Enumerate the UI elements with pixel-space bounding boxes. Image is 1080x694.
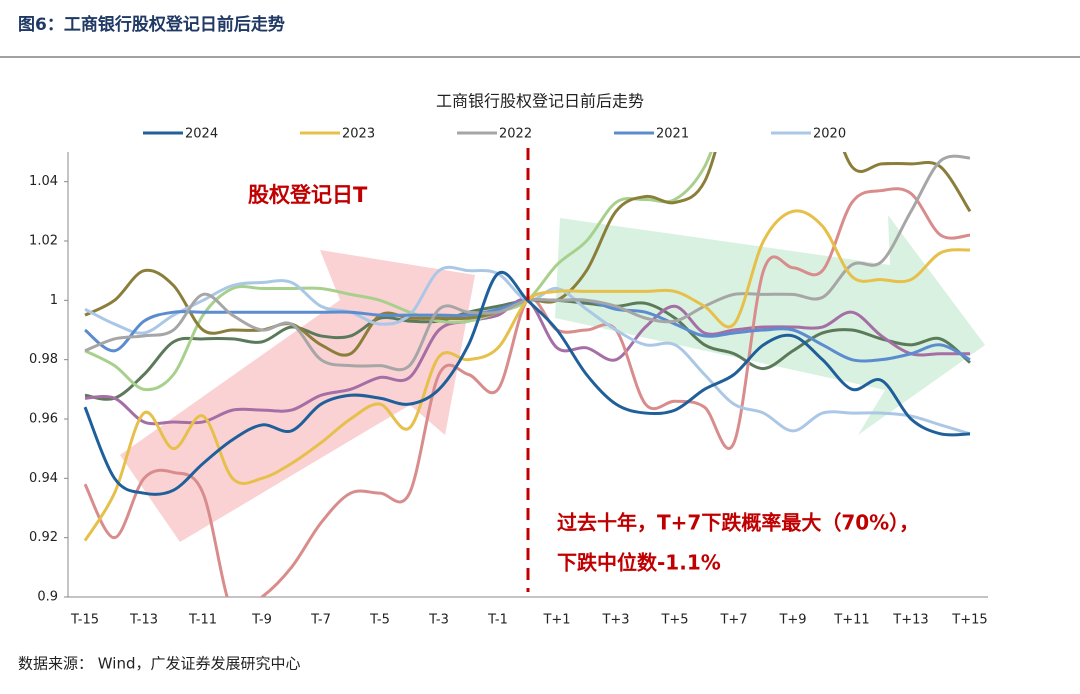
x-tick-label: T+11 [833,613,869,628]
y-tick-label: 1.04 [29,174,58,189]
y-tick-label: 0.9 [37,590,58,605]
down-arrow [555,215,985,435]
source: 数据来源： Wind，广发证券发展研究中心 [18,655,300,673]
y-tick-label: 0.92 [29,530,58,545]
lines [83,152,972,597]
legend-label: 2022 [499,127,532,142]
y-tick-label: 0.98 [29,352,58,367]
annotation: 下跌中位数-1.1% [557,551,721,575]
x-tick-label: T-7 [310,613,331,628]
x-tick-label: T+7 [719,613,747,628]
y-tick-label: 0.94 [29,471,58,486]
x-tick-label: T-1 [487,613,508,628]
x-tick-label: T+13 [892,613,928,628]
x-tick-label: T-3 [428,613,449,628]
annotation: 过去十年，T+7下跌概率最大（70%）， [557,511,919,535]
page-title: 图6：工商银行股权登记日前后走势 [18,14,285,35]
x-tick-label: T-9 [251,613,272,628]
legend-label: 2020 [813,127,846,142]
legend-label: 2024 [185,127,218,142]
x-tick-label: T-5 [369,613,390,628]
x-tick-label: T+5 [660,613,688,628]
series-line [83,209,971,542]
y-tick-label: 1.02 [29,234,58,249]
chart-title: 工商银行股权登记日前后走势 [436,92,644,111]
x-tick-label: T+3 [601,613,629,628]
up-arrow [120,250,475,542]
legend-label: 2021 [656,127,689,142]
x-tick-label: T+1 [542,613,570,628]
annotation: 股权登记日T [248,183,368,207]
x-tick-label: T+9 [778,613,806,628]
legend-label: 2023 [342,127,375,142]
y-tick-label: 1 [50,293,58,308]
x-tick-label: T-11 [188,613,217,628]
x-tick-label: T-13 [129,613,158,628]
y-tick-label: 0.96 [29,412,58,427]
x-tick-label: T+15 [951,613,987,628]
x-tick-label: T-15 [70,613,99,628]
series-line [83,270,971,496]
